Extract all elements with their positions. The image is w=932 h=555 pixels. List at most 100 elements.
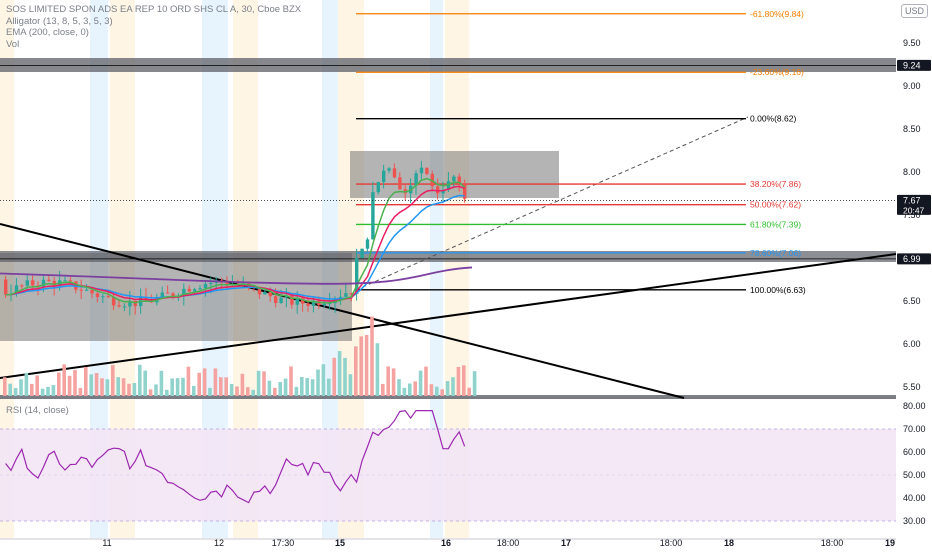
range-box-right — [350, 151, 559, 198]
fib-level-label: 50.00%(7.62) — [750, 200, 801, 210]
candle-body — [268, 291, 272, 297]
volume-bar — [251, 389, 255, 396]
candle-body — [295, 298, 299, 305]
support-zone — [0, 251, 896, 262]
time-tick-label: 18:00 — [660, 538, 683, 548]
candle-body — [274, 296, 278, 304]
volume-bar — [321, 364, 326, 396]
volume-bar — [197, 372, 201, 396]
ema-legend[interactable]: EMA (200, close, 0) — [6, 27, 89, 38]
candle-body — [171, 293, 175, 296]
price-badge — [897, 253, 931, 265]
rsi-tick-label: 50.00 — [903, 470, 926, 480]
volume-bar — [445, 381, 450, 396]
volume-bar — [467, 387, 471, 396]
candle-body — [419, 167, 424, 174]
volume-bar — [30, 383, 34, 396]
volume-bar — [111, 365, 115, 396]
candle-body — [441, 189, 445, 194]
symbol-title[interactable]: SOS LIMITED SPON ADS EA REP 10 ORD SHS C… — [6, 4, 302, 15]
volume-bar — [472, 371, 477, 396]
price-axis-bg — [896, 0, 932, 550]
volume-bar — [386, 366, 390, 396]
trendline-down — [0, 223, 685, 399]
volume-bar — [165, 389, 169, 396]
volume-bar — [219, 377, 223, 396]
volume-bar — [67, 375, 72, 396]
candle-body — [14, 285, 19, 294]
candle-body — [101, 296, 105, 298]
alligator-legend[interactable]: Alligator (13, 8, 5, 3, 5, 3) — [6, 15, 113, 27]
volume-bar — [89, 374, 93, 396]
candle-body — [106, 296, 110, 298]
volume-bar — [213, 368, 218, 396]
volume-bar — [240, 373, 245, 396]
volume-bar — [397, 379, 401, 396]
volume-bar — [100, 378, 104, 396]
volume-bar — [256, 370, 261, 396]
volume-bar — [381, 383, 385, 396]
rsi-tick-label: 40.00 — [903, 493, 926, 503]
fib-level-label: 0.00%(8.62) — [750, 114, 796, 124]
volume-bar — [224, 377, 228, 396]
chart-legend: SOS LIMITED SPON ADS EA REP 10 ORD SHS C… — [6, 4, 301, 50]
price-tick-label: 9.50 — [903, 38, 921, 48]
time-tick-label: 12 — [214, 538, 224, 548]
candle-body — [344, 293, 348, 297]
volume-bar — [289, 366, 293, 396]
candle-body — [117, 305, 121, 307]
candle-body — [25, 280, 29, 286]
candle-body — [338, 296, 343, 299]
price-badge — [897, 59, 931, 71]
candle-body — [463, 183, 467, 199]
fib-level-label: 78.60%(7.06) — [750, 248, 801, 258]
candle-body — [47, 279, 51, 281]
volume-bar — [24, 372, 29, 396]
candle-body — [290, 296, 294, 305]
volume-bar — [175, 378, 180, 396]
price-badge-time: 20:47 — [903, 205, 925, 215]
fib-trend-dashed — [355, 116, 749, 291]
price-tick-label: 6.50 — [903, 296, 921, 306]
volume-bar — [262, 371, 266, 396]
rsi-legend[interactable]: RSI (14, close) — [6, 405, 69, 416]
fib-level-label: 61.80%(7.39) — [750, 219, 801, 229]
candle-body — [436, 186, 440, 194]
candle-body — [257, 287, 262, 295]
volume-bar — [84, 367, 88, 396]
currency-badge[interactable]: USD — [900, 4, 928, 18]
volume-bar — [192, 385, 196, 396]
volume-bar — [78, 387, 83, 396]
volume-bar — [159, 370, 164, 396]
candle-body — [85, 289, 89, 291]
alligator-lips-line — [5, 177, 466, 304]
price-badge-label: 9.24 — [903, 60, 921, 70]
volume-legend[interactable]: Vol — [6, 38, 20, 50]
candle-body — [322, 303, 326, 306]
volume-bar — [424, 366, 428, 396]
bottom-zone — [0, 395, 896, 399]
candle-body — [41, 279, 46, 287]
volume-bar — [343, 357, 347, 396]
volume-bar — [294, 386, 299, 396]
time-tick-label: 17 — [561, 538, 571, 548]
candle-body — [311, 300, 316, 306]
volume-bar — [391, 368, 396, 396]
candle-body — [446, 181, 451, 190]
volume-bar — [402, 387, 407, 396]
candle-body — [392, 168, 397, 178]
volume-bar — [246, 387, 250, 396]
volume-bar — [35, 375, 39, 396]
volume-bar — [13, 387, 18, 396]
volume-bar — [154, 384, 158, 396]
volume-bar — [170, 378, 174, 396]
fib-level-label: 100.00%(6.63) — [750, 285, 806, 295]
time-tick-label: 15 — [335, 538, 345, 548]
volume-bar — [413, 381, 417, 396]
time-tick-label: 18:00 — [821, 538, 844, 548]
volume-bar — [57, 372, 61, 396]
volume-bar — [127, 383, 131, 396]
candle-body — [79, 289, 83, 291]
